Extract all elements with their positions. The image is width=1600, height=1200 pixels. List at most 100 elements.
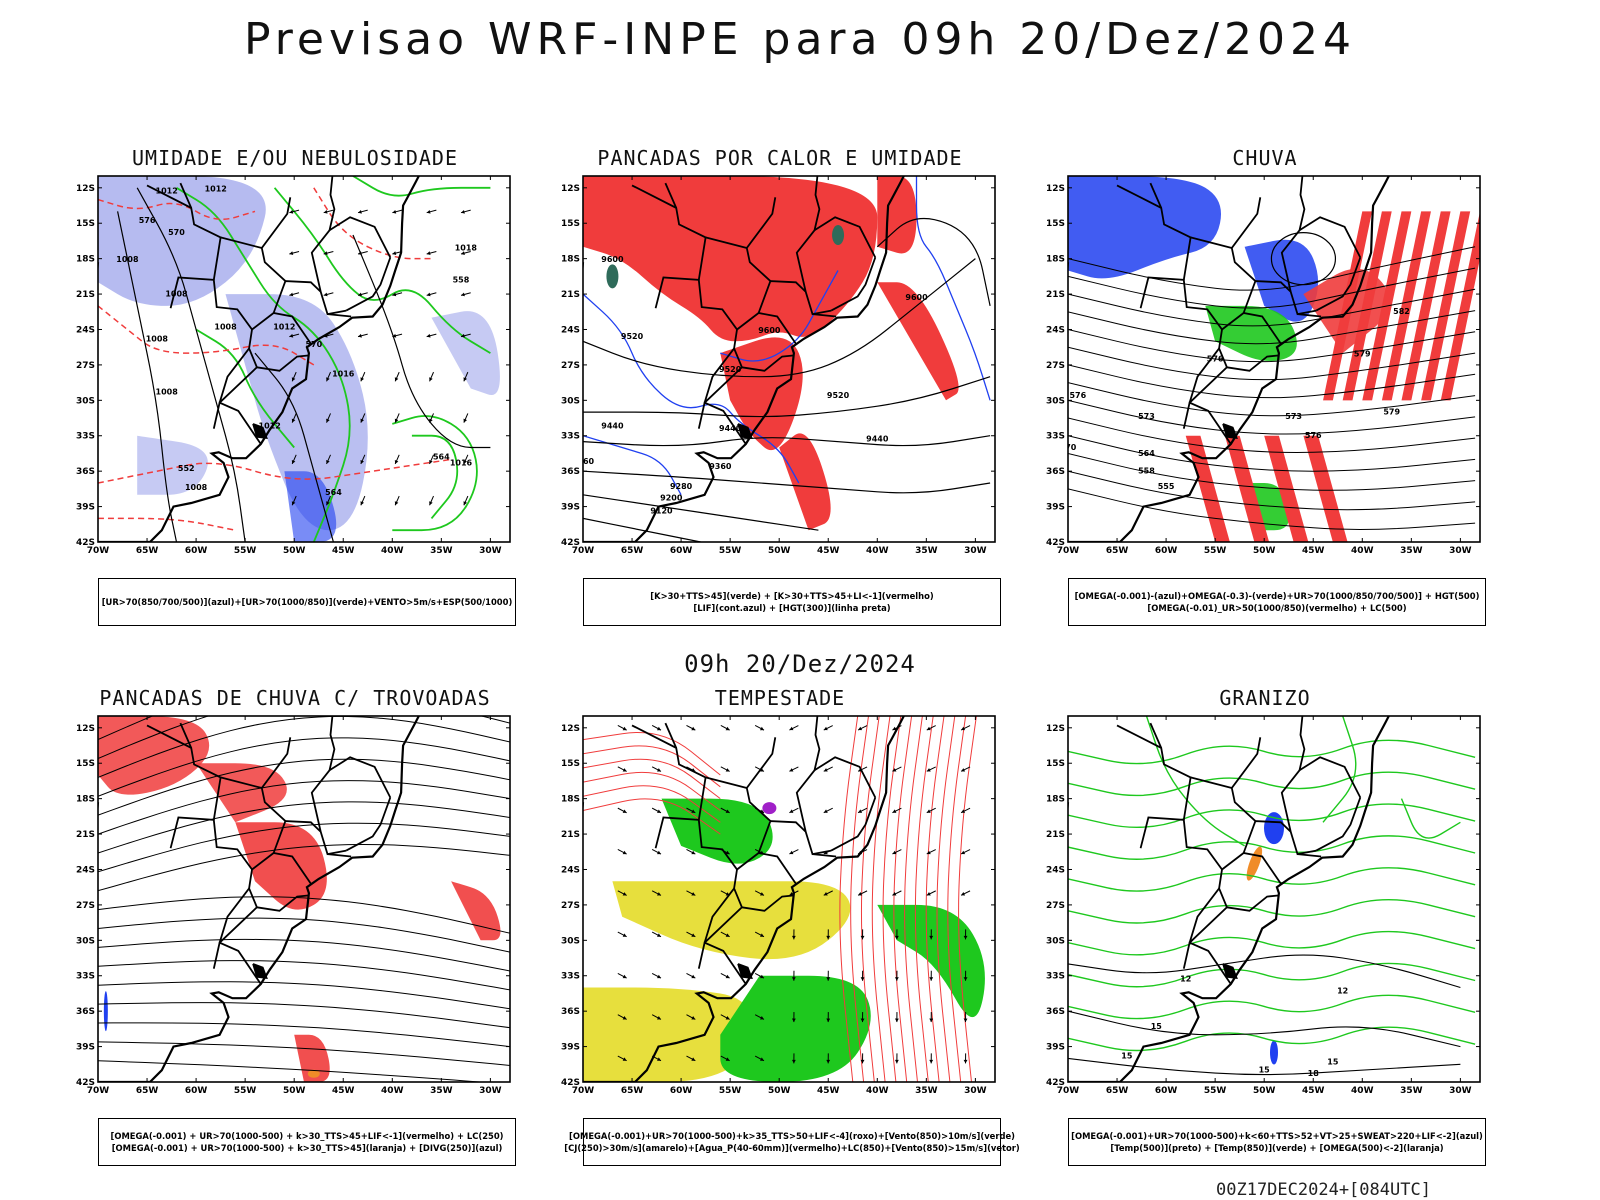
labels: 12 12 15 15 15 18 15 [1121,975,1348,1078]
lagoa-mirim [737,963,753,980]
state-border [1182,941,1232,985]
contour-label: 9440 [866,435,889,444]
contour-label: 1018 [455,243,478,252]
lon-label: 35W [430,1086,453,1096]
lat-label: 36S [561,467,580,477]
contour-line [1068,954,1461,989]
lon-label: 35W [915,1086,938,1096]
lat-label: 39S [1046,503,1065,513]
contour-line [893,716,913,1082]
state-border [1299,216,1362,258]
contour-line [1068,470,1476,511]
state-border [697,941,747,985]
contour-label: 12 [1180,975,1191,984]
wind-arrow-head [892,726,897,731]
contour-label: 15 [1121,1051,1133,1060]
contour-label: 9440 [601,422,624,431]
contour-label: 582 [1393,307,1410,316]
state-border [179,722,193,749]
contour-line [313,187,432,260]
state-border [631,184,707,281]
lon-label: 50W [1253,1086,1276,1096]
lat-label: 30S [76,936,95,946]
state-border [1116,184,1192,281]
state-border [736,852,797,885]
lon-label: 65W [1106,1086,1129,1096]
wind-arrow-head [461,292,465,297]
wind-arrow-head [858,809,863,813]
wind-arrow-head [323,209,328,214]
omega-red-band [1185,435,1230,542]
wind-arrow-head [291,418,296,423]
wind-arrow-head [392,251,397,255]
contour-line [1068,930,1476,956]
lat-label: 39S [76,1043,95,1053]
lat-label: 12S [1046,184,1065,194]
streamline [98,917,510,953]
contour-line [1145,716,1245,847]
wind-arrow-head [791,1018,796,1023]
wind-arrow-head [823,726,828,731]
lat-label: 12S [561,724,580,734]
coastline [98,716,420,1082]
wind-arrow-head [656,768,661,772]
lon-label: 55W [719,546,742,556]
lon-label: 35W [430,546,453,556]
lat-label: 42S [76,1078,95,1088]
state-border [1149,182,1163,209]
humidity-core [284,471,337,542]
state-border [1221,852,1282,885]
wind-arrow-head [691,726,696,731]
state-border [705,236,748,249]
lon-label: 55W [1204,1086,1227,1096]
lat-label: 42S [561,1078,580,1088]
wind-arrow-head [961,726,966,731]
wind-arrow-head [426,292,431,297]
wind-arrow-head [360,418,365,423]
lat-label: 42S [1046,538,1065,548]
state-border [1182,401,1232,445]
state-border [251,852,312,885]
state-border [345,797,392,852]
legend-line-1: [OMEGA(-0.001)+UR>70(1000-500)+k<60+TTS>… [1071,1131,1483,1141]
omega-blue [1068,176,1222,279]
state-border [260,197,292,282]
wind-arrow-head [926,726,931,731]
contour-label: 576 [139,216,156,225]
wind-arrow-head [894,977,899,981]
streamline [98,938,510,972]
wind-arrow-head [656,974,661,979]
lon-label: 30W [1449,546,1472,556]
panel-title: CHUVA [1232,146,1298,170]
omega-green [1205,305,1297,361]
state-border [1297,313,1322,318]
contour-line [1068,310,1476,345]
wind-arrow-head [394,501,399,506]
panel-title: TEMPESTADE [714,686,846,710]
wind-arrow-head [860,935,865,940]
state-border [631,724,707,821]
wind-arrow-head [394,418,399,423]
state-border [795,176,821,292]
state-border [146,184,222,281]
wind-arrow-head [360,459,365,464]
lat-label: 24S [561,325,580,335]
contour-line [583,293,800,484]
contour-line [936,716,956,1082]
lat-label: 30S [561,396,580,406]
lat-label: 12S [76,724,95,734]
contour-line [1068,1026,1476,1052]
panel-pancadas-trovoadas: PANCADAS DE CHUVA C/ TROVOADAS 12S 15S 18S… [60,686,530,1176]
wind-arrow-head [892,768,897,772]
map-pancadas-calor: 9600 9600 9520 9600 9520 9520 9440 9440 9440 9360… [561,175,996,556]
wind-arrow-head [289,209,294,214]
wind-arrow-head [326,418,330,423]
contour-label: 1008 [156,387,179,396]
lat-label: 27S [561,361,580,371]
contour-label: 15 [1151,1022,1163,1031]
contour-line [1068,382,1476,417]
contour-label: 1012 [205,184,227,193]
wind-arrow-head [461,333,465,338]
state-border [741,894,793,912]
state-border [1226,894,1278,912]
